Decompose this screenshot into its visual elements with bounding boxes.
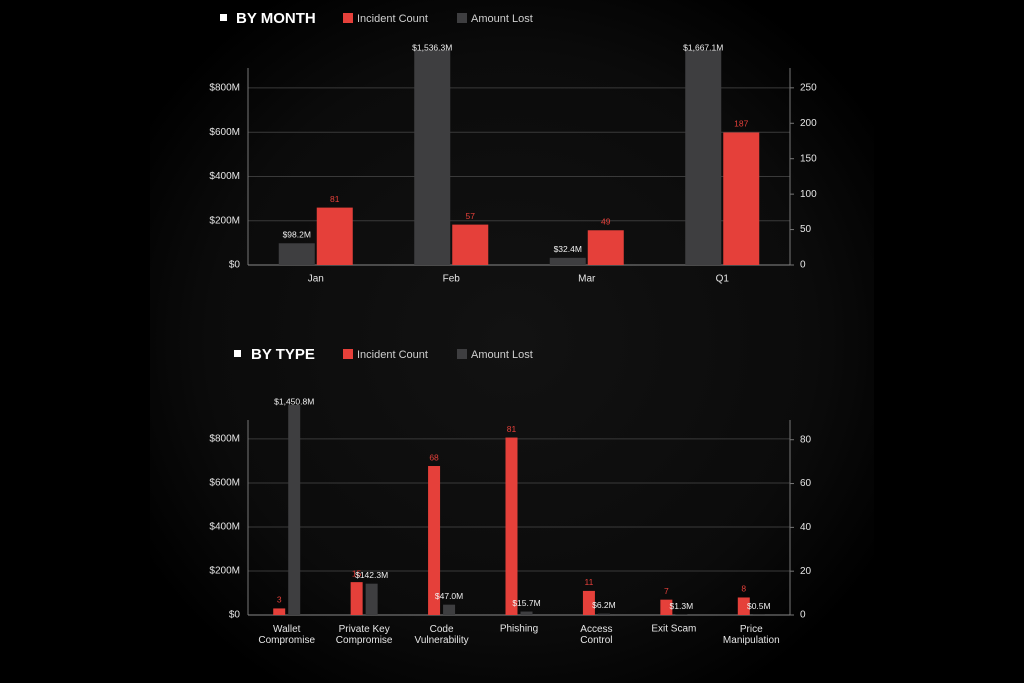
value-label: 8 [741,584,746,594]
value-label: 7 [664,586,669,596]
x-tick-label: Exit Scam [651,624,696,635]
y2-tick-label: 80 [800,434,812,445]
legend-label: Amount Lost [471,13,533,25]
bar [723,132,760,265]
y-tick-label: $800M [209,83,240,94]
x-tick-label: Code Vulnerability [415,624,469,646]
bar [452,224,489,265]
bar [443,604,456,615]
x-tick-label: Phishing [500,624,538,635]
bar [278,243,315,265]
y2-tick-label: 100 [800,189,817,200]
y2-tick-label: 150 [800,153,817,164]
legend-swatch [343,13,353,23]
y2-tick-label: 250 [800,82,817,93]
value-label: $98.2M [283,230,311,240]
bar [597,613,610,615]
y-tick-label: $200M [209,566,240,577]
legend-swatch [457,349,467,359]
bar [685,50,722,265]
y2-tick-label: 200 [800,118,817,129]
title-marker [220,14,227,21]
legend-label: Incident Count [357,349,428,361]
bar [549,257,586,265]
chart-title: BY MONTH [236,10,316,27]
value-label: 49 [601,217,611,227]
value-label: $142.3M [355,570,388,580]
value-label: 57 [466,211,476,221]
value-label: 81 [507,424,517,434]
value-label: 68 [429,452,439,462]
y-tick-label: $600M [209,127,240,138]
legend-swatch [457,13,467,23]
value-label: 81 [330,194,340,204]
value-label: $6.2M [592,600,616,610]
x-tick-label: Access Control [580,624,612,646]
bar [505,437,518,615]
value-label: $0.5M [747,601,771,611]
y-tick-label: $800M [209,434,240,445]
value-label: $47.0M [435,591,463,601]
y-tick-label: $600M [209,478,240,489]
value-label: $1,450.8M [274,396,314,406]
y2-tick-label: 0 [800,260,806,271]
bar [587,230,624,265]
bars [273,405,765,615]
y-tick-label: $400M [209,522,240,533]
bar [520,611,533,615]
value-label: $1.3M [670,601,694,611]
value-label: $1,536.3M [412,42,452,52]
x-tick-label: Wallet Compromise [258,624,315,646]
x-tick-label: Price Manipulation [723,624,780,646]
bar [414,50,451,266]
y-tick-label: $0 [229,610,241,621]
title-marker [234,350,241,357]
bar [350,582,363,615]
bar [288,405,301,615]
chart-title: BY TYPE [251,346,315,363]
value-label: $15.7M [512,598,540,608]
legend-label: Incident Count [357,13,428,25]
bar [316,207,353,265]
y2-tick-label: 0 [800,610,806,621]
value-label: 3 [277,595,282,605]
y2-tick-label: 40 [800,522,812,533]
value-label: 187 [734,119,748,129]
bars [278,50,760,266]
bar [582,590,595,615]
x-tick-label: Feb [443,274,461,285]
value-label: $32.4M [554,244,582,254]
x-tick-label: Jan [308,274,324,285]
value-label: 15 [352,568,362,578]
x-tick-label: Mar [578,274,596,285]
bar [365,583,378,615]
y-tick-label: $200M [209,215,240,226]
y2-tick-label: 60 [800,478,812,489]
bar [660,599,673,615]
y2-tick-label: 20 [800,566,812,577]
legend-label: Amount Lost [471,349,533,361]
x-tick-label: Q1 [716,274,730,285]
value-label: 11 [585,577,594,587]
value-label: $1,667.1M [683,42,723,52]
bar [737,597,750,615]
legend-swatch [343,349,353,359]
bar [428,466,441,615]
x-tick-label: Private Key Compromise [336,624,393,646]
y-tick-label: $0 [229,260,241,271]
y-tick-label: $400M [209,171,240,182]
bar [273,608,286,615]
y2-tick-label: 50 [800,224,812,235]
